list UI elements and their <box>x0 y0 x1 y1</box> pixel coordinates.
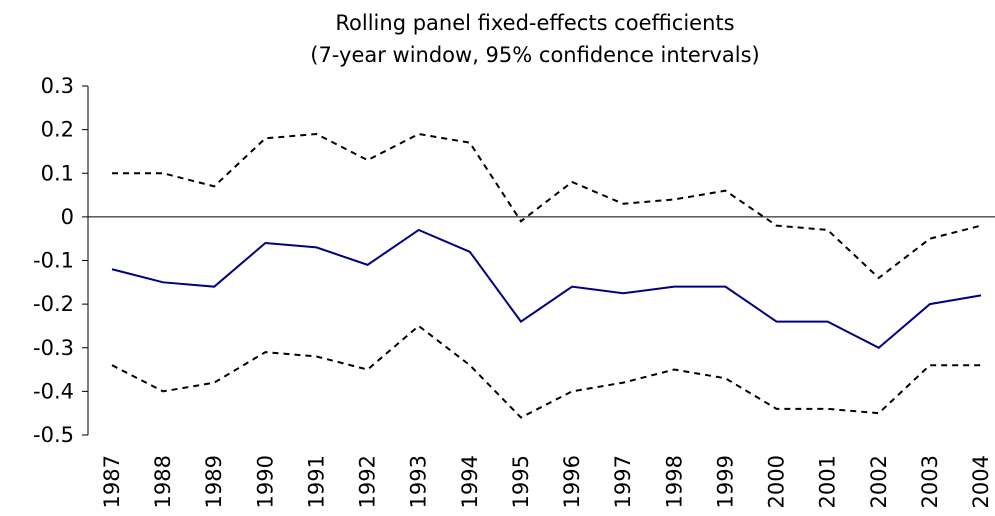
x-tick-label: 1987 <box>100 455 124 508</box>
x-tick-label: 1989 <box>202 455 226 508</box>
series-line <box>111 324 981 419</box>
x-tick-label: 1996 <box>560 455 584 508</box>
series-line <box>112 132 982 280</box>
y-tick-label: -0.5 <box>33 423 74 447</box>
y-tick-label: -0.4 <box>33 379 74 403</box>
x-tick-label: 1995 <box>509 455 533 508</box>
x-tick-label: 1993 <box>407 455 431 508</box>
y-tick-label: 0.2 <box>41 118 74 142</box>
x-tick-label: 1992 <box>356 455 380 508</box>
y-tick-label: 0 <box>61 205 74 229</box>
y-tick-label: -0.3 <box>33 336 74 360</box>
x-tick-label: 1990 <box>253 455 277 508</box>
x-tick-label: 2003 <box>918 455 942 508</box>
x-tick-label: 1997 <box>611 455 635 508</box>
chart-subtitle: (7-year window, 95% confidence intervals… <box>310 43 760 67</box>
y-tick-label: 0.1 <box>41 161 74 185</box>
x-tick-label: 1991 <box>304 455 328 508</box>
x-tick-label: 2000 <box>765 455 789 508</box>
x-tick-label: 2002 <box>867 455 891 508</box>
x-tick-label: 2004 <box>969 455 993 508</box>
x-tick-label: 1998 <box>662 455 686 508</box>
x-tick-label: 2001 <box>816 455 840 508</box>
chart-title: Rolling panel fixed-effects coefficients <box>335 11 734 35</box>
y-tick-label: -0.1 <box>33 249 74 273</box>
y-tick-label: 0.3 <box>41 74 74 98</box>
x-tick-label: 1994 <box>458 455 482 508</box>
x-tick-label: 1988 <box>151 455 175 508</box>
y-tick-label: -0.2 <box>33 292 74 316</box>
x-tick-label: 1999 <box>713 455 737 508</box>
series-line <box>111 228 982 349</box>
